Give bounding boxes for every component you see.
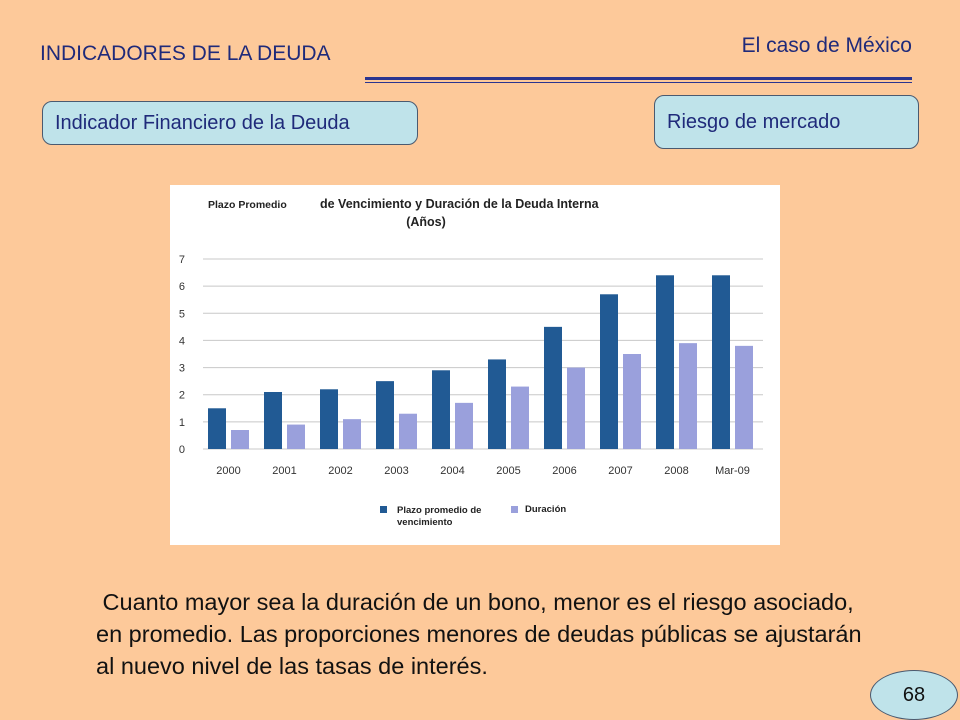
- chart-title-lead: Plazo Promedio: [208, 199, 287, 211]
- chart-background: [170, 185, 780, 545]
- bar-plazo: [264, 392, 282, 449]
- bar-duracion: [735, 345, 753, 449]
- bar-duracion: [231, 430, 249, 449]
- section-title: INDICADORES DE LA DEUDA: [40, 42, 331, 65]
- topic-pill-market-risk: Riesgo de mercado: [654, 95, 919, 149]
- x-tick-label: 2008: [664, 465, 688, 477]
- x-tick-label: 2002: [328, 465, 352, 477]
- bar-plazo: [600, 294, 618, 449]
- y-tick-label: 2: [179, 390, 185, 402]
- x-tick-label: 2005: [496, 465, 520, 477]
- bar-duracion: [511, 386, 529, 449]
- legend-label: Plazo promedio de vencimiento: [397, 505, 481, 528]
- x-tick-label: 2007: [608, 465, 632, 477]
- bar-duracion: [567, 367, 585, 449]
- topic-pill-label: Riesgo de mercado: [667, 110, 841, 133]
- x-tick-label: 2001: [272, 465, 296, 477]
- bar-plazo: [320, 389, 338, 449]
- header-rule-thin: [365, 82, 912, 83]
- bar-plazo: [656, 275, 674, 449]
- bar-duracion: [343, 419, 361, 449]
- bar-duracion: [399, 413, 417, 449]
- y-tick-label: 4: [179, 335, 185, 347]
- y-tick-label: 7: [179, 254, 185, 266]
- bar-duracion: [455, 402, 473, 449]
- legend-swatch: [380, 506, 387, 513]
- y-tick-label: 5: [179, 308, 185, 320]
- x-tick-label: Mar-09: [715, 465, 750, 477]
- x-tick-label: 2004: [440, 465, 464, 477]
- bar-plazo: [376, 381, 394, 449]
- bar-plazo: [488, 359, 506, 449]
- page-number: 68: [902, 683, 926, 706]
- body-paragraph: Cuanto mayor sea la duración de un bono,…: [96, 589, 862, 679]
- debt-maturity-chart: Plazo Promedio de Vencimiento y Duración…: [170, 185, 780, 545]
- bar-plazo: [208, 408, 226, 449]
- y-tick-label: 0: [179, 444, 185, 456]
- chart-title: de Vencimiento y Duración de la Deuda In…: [320, 197, 600, 211]
- y-tick-label: 6: [179, 281, 185, 293]
- legend-swatch: [511, 506, 518, 513]
- legend-label: Duración: [525, 504, 566, 515]
- bar-duracion: [679, 343, 697, 449]
- page-number-badge: 68: [870, 670, 958, 720]
- x-tick-label: 2003: [384, 465, 408, 477]
- x-tick-label: 2000: [216, 465, 240, 477]
- bar-plazo: [712, 275, 730, 449]
- y-tick-label: 3: [179, 363, 185, 375]
- bar-duracion: [623, 354, 641, 449]
- y-tick-label: 1: [179, 417, 185, 429]
- chart-subtitle: (Años): [406, 215, 446, 229]
- bar-plazo: [432, 370, 450, 449]
- x-tick-label: 2006: [552, 465, 576, 477]
- header-rule: [365, 77, 912, 80]
- bar-duracion: [287, 424, 305, 449]
- topic-pill-label: Indicador Financiero de la Deuda: [55, 111, 350, 134]
- topic-pill-financial-indicator: Indicador Financiero de la Deuda: [42, 101, 418, 145]
- bar-plazo: [544, 326, 562, 449]
- case-title: El caso de México: [741, 34, 912, 57]
